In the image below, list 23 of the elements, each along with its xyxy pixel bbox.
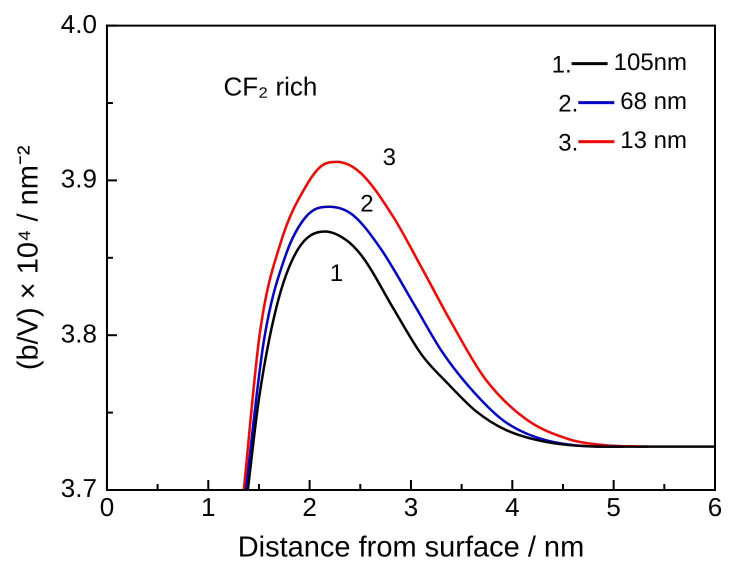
y-axis-title: (b/V) × 10⁴ / nm⁻² <box>12 145 44 370</box>
x-tick-label: 6 <box>708 492 722 522</box>
x-tick-label: 2 <box>302 492 317 522</box>
y-tick-label: 3.8 <box>60 318 97 348</box>
x-axis-title: Distance from surface / nm <box>238 532 584 564</box>
annotation: 1 <box>330 260 344 288</box>
x-tick-label: 0 <box>100 492 114 522</box>
legend-label: 13 nm <box>620 127 687 154</box>
y-tick-label: 3.7 <box>60 473 97 504</box>
x-tick-label: 4 <box>505 492 520 522</box>
annotation: 3. <box>558 130 578 157</box>
annotation: 2 <box>360 190 374 218</box>
x-tick-label: 5 <box>606 492 621 522</box>
annotation: 2. <box>558 90 578 118</box>
y-tick-label: 3.9 <box>60 164 97 194</box>
legend-label: 68 nm <box>620 88 687 116</box>
x-tick-label: 3 <box>404 492 418 522</box>
x-tick-label: 1 <box>201 492 216 522</box>
annotation: CF₂ rich <box>223 71 318 102</box>
annotation: 1. <box>552 52 572 79</box>
legend-label: 105nm <box>614 49 688 76</box>
annotation: 3 <box>382 144 396 171</box>
y-tick-label: 4.0 <box>60 8 97 39</box>
